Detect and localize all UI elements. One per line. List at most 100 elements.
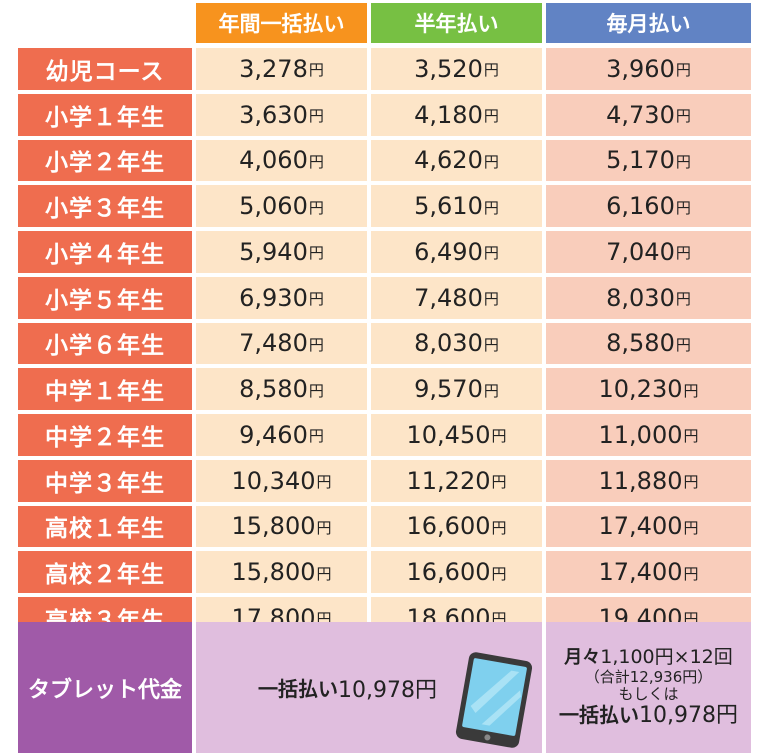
price-cell: 15,800 円 [196,505,367,548]
price-value: 6,160 [606,192,675,221]
yen-unit: 円 [308,335,324,354]
yen-unit: 円 [683,564,699,583]
yen-unit: 円 [675,61,691,80]
monthly-prefix: 月々 [564,646,601,668]
price-value: 15,800 [231,558,316,587]
price-cell: 16,600 円 [371,551,542,593]
price-value: 5,610 [414,192,483,221]
yen-unit: 円 [483,244,499,263]
price-value: 10,230 [598,375,683,404]
price-cell: 9,570 円 [371,368,542,410]
yen-unit: 円 [308,290,324,309]
yen-unit: 円 [308,152,324,171]
monthly-line: 月々1,100円×12回 [564,645,733,669]
price-value: 3,520 [414,54,483,83]
price-value: 5,060 [239,192,308,221]
tablet-row-label: タブレット代金 [18,622,192,753]
price-value: 9,570 [414,375,483,404]
price-cell: 11,220 円 [371,459,542,502]
price-cell: 8,030 円 [546,276,751,319]
price-value: 17,400 [598,558,683,587]
price-value: 3,630 [239,100,308,129]
price-cell: 10,230 円 [546,368,751,410]
price-value: 4,180 [414,100,483,129]
yen-unit: 円 [483,107,499,126]
price-value: 10,340 [231,466,316,495]
yen-unit: 円 [675,244,691,263]
price-cell: 3,278 円 [196,48,367,90]
price-value: 10,450 [406,420,491,449]
price-cell: 11,880 円 [546,459,751,502]
price-cell: 3,960 円 [546,48,751,90]
price-value: 6,490 [414,237,483,266]
price-cell: 4,620 円 [371,139,542,182]
row-label: 中学３年生 [18,459,192,502]
yen-unit: 円 [683,427,699,446]
yen-unit: 円 [483,290,499,309]
price-cell: 3,520 円 [371,48,542,90]
row-label: 小学３年生 [18,185,192,227]
price-cell: 10,340 円 [196,459,367,502]
column-header: 年間一括払い [196,3,367,43]
price-cell: 7,480 円 [371,276,542,319]
row-label: 中学２年生 [18,414,192,456]
yen-unit: 円 [491,427,507,446]
price-value: 17,400 [598,512,683,541]
price-cell: 5,170 円 [546,139,751,182]
monthly-value: 1,100円×12回 [600,645,733,668]
yen-unit: 円 [308,244,324,263]
price-cell: 6,930 円 [196,276,367,319]
tablet-monthly-cell: 月々1,100円×12回 （合計12,936円） もしくは 一括払い10,978円 [546,622,751,753]
lump-line: 一括払い10,978円 [559,703,738,728]
price-cell: 8,580 円 [546,322,751,365]
price-cell: 5,610 円 [371,185,542,227]
row-label: 中学１年生 [18,368,192,410]
yen-unit: 円 [683,381,699,400]
row-label: 小学４年生 [18,231,192,273]
row-label: 高校２年生 [18,551,192,593]
price-value: 3,278 [239,54,308,83]
price-cell: 7,040 円 [546,231,751,273]
lump-value: 10,978円 [639,703,738,729]
price-value: 11,000 [598,420,683,449]
yen-unit: 円 [308,381,324,400]
yen-unit: 円 [675,198,691,217]
price-cell: 4,180 円 [371,93,542,136]
price-value: 8,030 [606,283,675,312]
yen-unit: 円 [308,107,324,126]
price-cell: 16,600 円 [371,505,542,548]
or-text: もしくは [618,684,679,703]
price-value: 9,460 [239,420,308,449]
price-cell: 8,580 円 [196,368,367,410]
price-cell: 5,060 円 [196,185,367,227]
yen-unit: 円 [308,198,324,217]
row-label: 高校１年生 [18,505,192,548]
row-label: 小学６年生 [18,322,192,365]
yen-unit: 円 [483,61,499,80]
price-value: 4,620 [414,146,483,175]
tablet-icon [455,652,533,748]
yen-unit: 円 [483,381,499,400]
row-label: 小学２年生 [18,139,192,182]
yen-unit: 円 [683,518,699,537]
yen-unit: 円 [316,564,332,583]
price-value: 3,960 [606,54,675,83]
yen-unit: 円 [675,107,691,126]
lump-label: 一括払い [559,703,639,728]
price-value: 15,800 [231,512,316,541]
lump-value: 10,978円 [338,677,437,703]
monthly-total: （合計12,936円） [584,667,713,686]
price-value: 8,030 [414,329,483,358]
yen-unit: 円 [483,198,499,217]
price-value: 7,480 [239,329,308,358]
price-value: 4,060 [239,146,308,175]
yen-unit: 円 [491,518,507,537]
price-value: 16,600 [406,512,491,541]
yen-unit: 円 [308,61,324,80]
price-cell: 5,940 円 [196,231,367,273]
yen-unit: 円 [308,427,324,446]
yen-unit: 円 [675,152,691,171]
lump-label: 一括払い [258,677,338,701]
yen-unit: 円 [316,518,332,537]
